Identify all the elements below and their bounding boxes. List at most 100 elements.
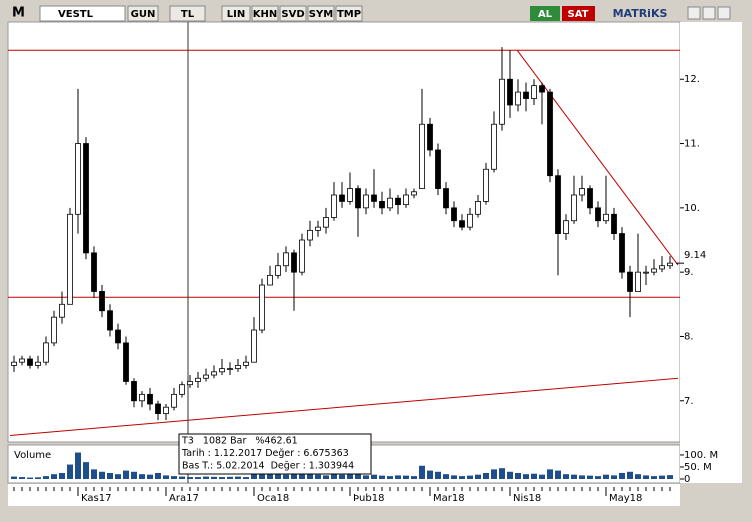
volume-bar xyxy=(11,476,17,479)
volume-bar xyxy=(395,475,401,479)
candle-body xyxy=(627,271,633,292)
volume-bar xyxy=(347,474,353,479)
volume-bar xyxy=(43,476,49,479)
volume-bar xyxy=(227,476,233,479)
symbol[interactable]: VESTL xyxy=(58,9,94,20)
candle-body xyxy=(403,194,409,206)
toolbar-button[interactable] xyxy=(335,5,363,22)
candle-body xyxy=(419,123,425,189)
volume-bar xyxy=(467,475,473,479)
candle-body xyxy=(19,358,25,363)
volume-bar xyxy=(659,475,665,479)
volume-bar xyxy=(283,474,289,479)
volume-tick-label: 50. M xyxy=(684,462,712,473)
right-axis xyxy=(680,22,742,483)
toolbar-button[interactable] xyxy=(221,5,251,22)
volume-bar xyxy=(547,469,553,479)
toolbar-button-label[interactable]: GUN xyxy=(131,9,156,20)
toolbar-button-label[interactable]: SVD xyxy=(281,9,304,20)
candle-body xyxy=(227,368,233,371)
volume-bar xyxy=(531,473,537,479)
volume-bar xyxy=(643,475,649,479)
candle-body xyxy=(443,188,449,209)
candle-body xyxy=(467,213,473,228)
volume-title: Volume xyxy=(14,450,51,461)
maximize-button[interactable] xyxy=(702,6,716,20)
toolbar-button-label[interactable]: LIN xyxy=(227,9,245,20)
toolbar-button-label[interactable]: KHN xyxy=(253,9,278,20)
toolbar-button[interactable] xyxy=(279,5,307,22)
volume-bar xyxy=(195,477,201,479)
volume-bar xyxy=(131,471,137,479)
candle-body xyxy=(251,329,257,363)
candle-body xyxy=(91,252,97,292)
candle-body xyxy=(339,194,345,202)
volume-bar xyxy=(419,465,425,479)
toolbar-button[interactable] xyxy=(169,5,206,22)
candle-body xyxy=(651,268,657,273)
candle-body xyxy=(123,342,129,382)
toolbar-button-label[interactable]: TMP xyxy=(337,9,361,20)
volume-bar xyxy=(19,477,25,479)
volume-bar xyxy=(339,474,345,479)
brand: MATRiKS xyxy=(613,7,668,20)
minimize-button[interactable] xyxy=(687,6,701,20)
candle-body xyxy=(579,188,585,196)
candle-body xyxy=(643,271,649,274)
volume-bar xyxy=(83,462,89,479)
toolbar-button[interactable] xyxy=(251,5,279,22)
y-tick-label: 9. xyxy=(684,267,694,278)
candle-body xyxy=(187,381,193,386)
volume-bar xyxy=(499,468,505,479)
volume-bar xyxy=(627,471,633,479)
date-label: May18 xyxy=(609,493,642,504)
buy-button[interactable] xyxy=(530,6,560,21)
candle-body xyxy=(515,91,521,106)
candle-body xyxy=(379,201,385,209)
candle-body xyxy=(219,368,225,373)
close-button[interactable] xyxy=(717,6,731,20)
candle-body xyxy=(307,229,313,241)
candle-body xyxy=(371,194,377,202)
candle-body xyxy=(67,213,73,305)
volume-bar xyxy=(363,475,369,479)
candle-body xyxy=(59,303,65,318)
volume-bar xyxy=(459,476,465,479)
toolbar-button-label[interactable]: TL xyxy=(181,9,195,20)
candle-body xyxy=(195,377,201,382)
candle-body xyxy=(291,252,297,273)
volume-bar xyxy=(179,476,185,479)
volume-bar xyxy=(483,472,489,479)
candle-body xyxy=(611,213,617,234)
volume-bar xyxy=(171,476,177,479)
volume-bar xyxy=(571,474,577,479)
candle-body xyxy=(595,207,601,222)
candle-body xyxy=(435,149,441,189)
candle-body xyxy=(11,361,17,366)
candle-body xyxy=(259,284,265,331)
date-label: Ara17 xyxy=(169,493,199,504)
sell-label[interactable]: SAT xyxy=(568,9,589,20)
toolbar-button[interactable] xyxy=(307,5,335,22)
candle-body xyxy=(147,393,153,405)
sell-button[interactable] xyxy=(562,6,595,21)
buy-label[interactable]: AL xyxy=(538,9,553,20)
volume-bar xyxy=(611,475,617,479)
symbol-box[interactable] xyxy=(39,5,126,22)
date-label: Nis18 xyxy=(513,493,541,504)
y-tick-label: 12. xyxy=(684,74,700,85)
candle-body xyxy=(83,143,89,254)
volume-bar xyxy=(315,474,321,479)
candle-body xyxy=(275,265,281,276)
toolbar-button-label[interactable]: SYM xyxy=(309,9,333,20)
info-line: Bas T.: 5.02.2014 Değer : 1.303944 xyxy=(182,461,354,472)
candle-body xyxy=(139,393,145,402)
candle-body xyxy=(323,217,329,228)
volume-bar xyxy=(595,476,601,479)
volume-bar xyxy=(147,474,153,479)
volume-bar xyxy=(507,471,513,479)
toolbar-button[interactable] xyxy=(127,5,159,22)
candle-body xyxy=(491,123,497,170)
